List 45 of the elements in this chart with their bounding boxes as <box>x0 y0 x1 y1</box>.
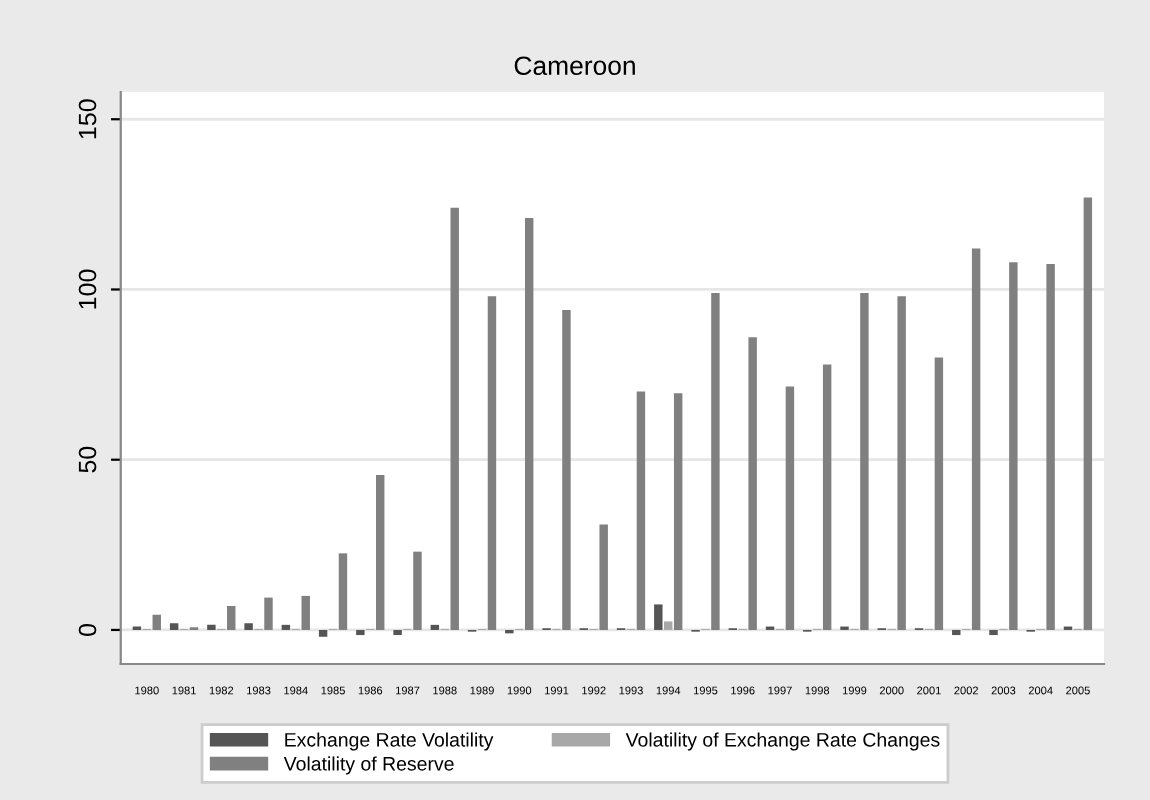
bar <box>971 248 981 630</box>
bar <box>207 624 216 630</box>
bar <box>1083 197 1093 630</box>
bar <box>952 629 961 636</box>
bar <box>748 337 757 630</box>
bar <box>244 623 253 630</box>
bar <box>450 207 459 630</box>
bar <box>301 595 310 630</box>
bar <box>599 524 608 630</box>
bar <box>822 364 832 630</box>
y-tick-label: 150 <box>78 99 97 139</box>
bar <box>654 604 663 630</box>
bar <box>711 292 720 630</box>
bar <box>636 391 646 630</box>
bar <box>897 296 906 630</box>
bar <box>338 553 348 630</box>
legend-label: Volatility of Exchange Rate Changes <box>625 732 940 751</box>
bar <box>989 629 998 636</box>
bar <box>318 629 328 637</box>
bar <box>430 624 440 630</box>
bar <box>1009 262 1018 630</box>
bar <box>227 606 236 630</box>
y-tick-label: 50 <box>78 446 97 473</box>
y-tick-label: 100 <box>78 269 97 309</box>
bar <box>1046 263 1055 630</box>
bar <box>356 629 365 636</box>
chart-title: Cameroon <box>514 56 635 76</box>
bar <box>524 217 534 630</box>
bar <box>169 623 179 630</box>
bar <box>264 597 273 630</box>
y-tick-label: 0 <box>78 623 97 636</box>
bar <box>152 614 161 630</box>
legend-label: Volatility of Reserve <box>283 756 454 775</box>
bar <box>393 629 402 636</box>
bar <box>562 309 571 630</box>
bar <box>487 296 497 630</box>
bar <box>664 621 673 630</box>
bar <box>376 475 385 630</box>
bar <box>785 386 795 630</box>
bar <box>860 292 869 630</box>
legend-label: Exchange Rate Volatility <box>285 732 494 751</box>
bar <box>281 624 291 630</box>
bar <box>934 357 944 630</box>
bar <box>413 551 422 630</box>
bar <box>673 393 683 630</box>
